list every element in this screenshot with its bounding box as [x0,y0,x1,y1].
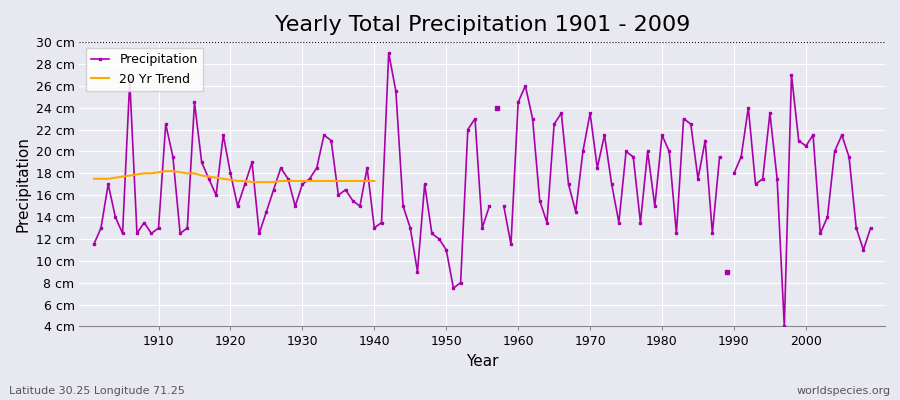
20 Yr Trend [261,180,272,184]
20 Yr Trend [311,178,322,183]
Precipitation [304,176,315,181]
20 Yr Trend [218,176,229,181]
20 Yr Trend [239,178,250,183]
Precipitation [513,100,524,105]
Y-axis label: Precipitation: Precipitation [15,136,30,232]
Precipitation [347,198,358,203]
20 Yr Trend [160,169,171,174]
20 Yr Trend [333,178,344,183]
20 Yr Trend [304,178,315,183]
Precipitation [146,231,157,236]
20 Yr Trend [362,178,373,183]
20 Yr Trend [225,178,236,182]
Legend: Precipitation, 20 Yr Trend: Precipitation, 20 Yr Trend [86,48,202,91]
20 Yr Trend [167,169,178,174]
Text: Latitude 30.25 Longitude 71.25: Latitude 30.25 Longitude 71.25 [9,386,184,396]
20 Yr Trend [247,180,257,184]
20 Yr Trend [326,178,337,183]
20 Yr Trend [319,178,329,183]
Precipitation [865,226,876,230]
Line: Precipitation: Precipitation [93,52,872,328]
20 Yr Trend [146,171,157,176]
20 Yr Trend [139,171,149,176]
Precipitation [607,182,617,187]
20 Yr Trend [232,178,243,183]
20 Yr Trend [88,176,99,181]
Text: worldspecies.org: worldspecies.org [796,386,891,396]
20 Yr Trend [103,176,113,181]
20 Yr Trend [340,178,351,183]
20 Yr Trend [196,173,207,178]
Precipitation [88,242,99,247]
20 Yr Trend [283,178,293,183]
20 Yr Trend [189,171,200,176]
Title: Yearly Total Precipitation 1901 - 2009: Yearly Total Precipitation 1901 - 2009 [274,15,690,35]
20 Yr Trend [268,180,279,184]
20 Yr Trend [131,172,142,177]
20 Yr Trend [297,178,308,183]
Line: 20 Yr Trend: 20 Yr Trend [94,171,374,182]
20 Yr Trend [275,178,286,183]
20 Yr Trend [153,170,164,175]
20 Yr Trend [290,178,301,183]
20 Yr Trend [110,175,121,180]
Precipitation [520,84,531,88]
20 Yr Trend [117,174,128,179]
20 Yr Trend [369,178,380,183]
20 Yr Trend [347,178,358,183]
20 Yr Trend [95,176,106,181]
20 Yr Trend [182,171,193,176]
20 Yr Trend [175,170,185,175]
X-axis label: Year: Year [466,354,499,369]
20 Yr Trend [355,178,365,183]
20 Yr Trend [203,174,214,179]
20 Yr Trend [211,175,221,180]
20 Yr Trend [254,180,265,184]
20 Yr Trend [124,173,135,178]
